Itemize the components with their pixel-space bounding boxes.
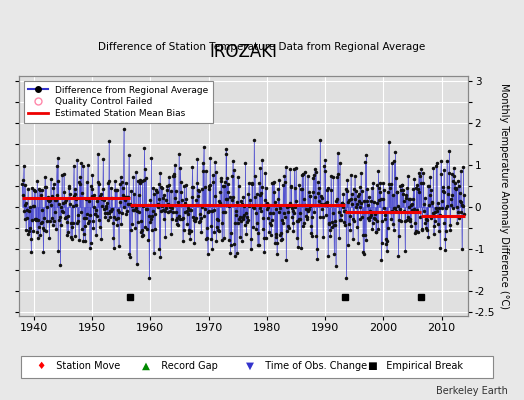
Text: Berkeley Earth: Berkeley Earth — [436, 386, 508, 396]
Text: Empirical Break: Empirical Break — [380, 361, 463, 371]
Text: ▼: ▼ — [246, 361, 254, 371]
Legend: Difference from Regional Average, Quality Control Failed, Estimated Station Mean: Difference from Regional Average, Qualit… — [24, 81, 213, 123]
Text: ▲: ▲ — [141, 361, 149, 371]
Text: Time of Obs. Change: Time of Obs. Change — [259, 361, 367, 371]
Text: ■: ■ — [367, 361, 377, 371]
Text: ♦: ♦ — [37, 361, 46, 371]
Y-axis label: Monthly Temperature Anomaly Difference (°C): Monthly Temperature Anomaly Difference (… — [499, 83, 509, 309]
Text: Record Gap: Record Gap — [155, 361, 217, 371]
Title: IROZAKI: IROZAKI — [210, 43, 278, 61]
Text: Station Move: Station Move — [50, 361, 120, 371]
Text: Difference of Station Temperature Data from Regional Average: Difference of Station Temperature Data f… — [99, 42, 425, 52]
